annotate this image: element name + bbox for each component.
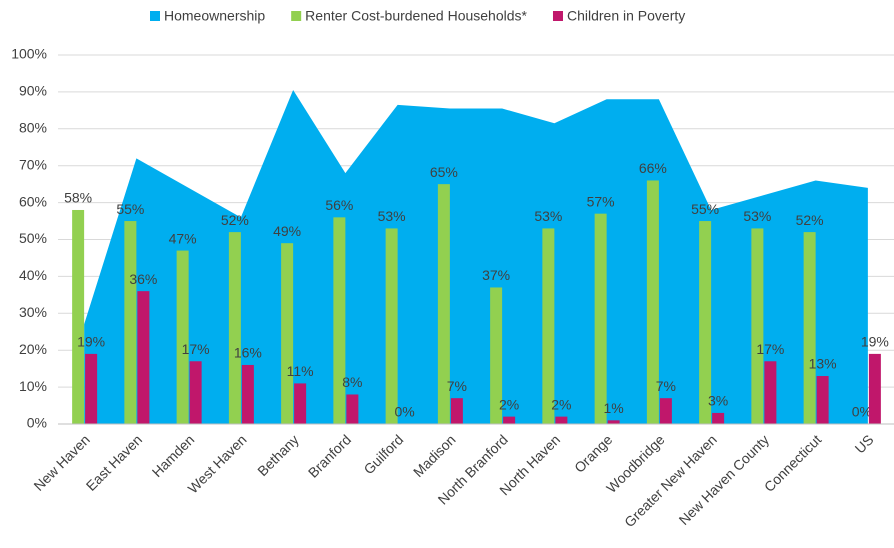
x-tick-label: Connecticut [761,431,825,495]
bar [816,376,829,424]
x-tick-label: US [852,431,877,456]
bar [607,420,620,424]
bar [555,416,568,424]
bar [294,383,307,424]
data-label: 7% [656,378,676,394]
data-label: 52% [221,212,249,228]
bar [646,180,659,424]
legend-label: Renter Cost-burdened Households* [305,8,527,24]
data-label: 53% [378,208,406,224]
bar [346,394,359,424]
data-label: 17% [756,341,784,357]
bar [659,398,672,424]
x-tick-label: Orange [571,431,615,475]
bar [437,184,450,424]
y-tick-label: 90% [19,83,47,99]
y-tick-label: 30% [19,304,47,320]
y-tick-label: 50% [19,230,47,246]
x-tick-label: East Haven [83,431,145,493]
data-label: 7% [447,378,467,394]
bar [176,250,189,424]
legend-swatch [291,11,302,21]
legend-swatch [150,11,160,21]
data-label: 36% [129,271,157,287]
data-label: 55% [116,201,144,217]
bar [699,221,712,424]
data-label: 57% [587,193,615,209]
data-label: 19% [77,334,105,350]
data-label: 47% [169,230,197,246]
data-label: 19% [861,334,889,350]
data-label: 52% [796,212,824,228]
y-tick-label: 100% [11,46,47,62]
x-tick-label: Madison [410,431,459,480]
bar [385,228,398,424]
bar [228,232,241,424]
data-label: 55% [691,201,719,217]
bar [137,291,150,424]
legend-swatch [552,11,563,21]
data-label: 66% [639,160,667,176]
y-tick-label: 10% [19,378,47,394]
data-label: 49% [273,223,301,239]
legend-label: Homeownership [164,8,265,24]
bar [503,416,516,424]
x-tick-label: Hamden [149,431,198,480]
bar [189,361,202,424]
data-label: 37% [482,267,510,283]
x-tick-label: Greater New Haven [621,431,720,530]
data-label: 53% [743,208,771,224]
bar [450,398,463,424]
data-label: 2% [551,396,571,412]
bar [72,209,85,424]
data-label: 3% [708,393,728,409]
x-tick-label: New Haven County [676,431,773,528]
data-label: 16% [234,345,262,361]
y-tick-label: 20% [19,341,47,357]
bar [85,353,98,424]
data-label: 13% [809,356,837,372]
data-label: 0% [852,404,872,420]
y-tick-label: 70% [19,156,47,172]
x-tick-label: Branford [305,431,354,480]
data-label: 11% [287,363,314,379]
data-label: 65% [430,164,458,180]
legend-label: Children in Poverty [567,8,685,24]
data-label: 53% [534,208,562,224]
data-label: 2% [499,396,519,412]
bar [803,232,816,424]
bar [542,228,555,424]
data-label: 58% [64,190,92,206]
bar [241,364,254,424]
data-label: 56% [325,197,353,213]
y-tick-label: 80% [19,120,47,136]
bar [490,287,503,424]
y-tick-label: 40% [19,267,47,283]
x-tick-label: Bethany [254,431,302,479]
data-label: 0% [395,404,415,420]
data-label: 17% [182,341,210,357]
y-tick-label: 0% [27,415,47,431]
bar [868,353,881,424]
bar [764,361,777,424]
y-tick-label: 60% [19,193,47,209]
bar [751,228,764,424]
x-tick-label: Guilford [360,431,406,477]
bar [594,213,607,424]
bar [281,243,294,424]
bar [124,221,137,424]
data-label: 1% [604,400,624,416]
data-label: 8% [342,374,362,390]
bar [333,217,346,424]
area [84,90,868,425]
bar [712,412,725,424]
